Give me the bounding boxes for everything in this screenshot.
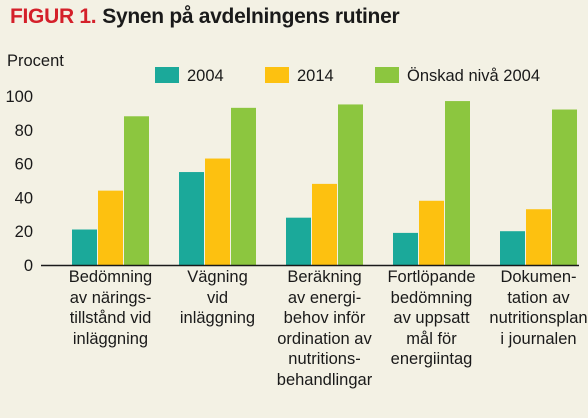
legend-label: 2014	[297, 67, 334, 85]
bar	[72, 229, 97, 265]
legend-label: 2004	[187, 67, 224, 85]
bar	[445, 101, 470, 265]
bar	[124, 116, 149, 265]
bar	[552, 109, 577, 266]
bar	[98, 190, 123, 265]
bar	[312, 183, 337, 265]
category-label: Dokumen- tation av nutritionsplan i jour…	[489, 268, 588, 348]
bar	[205, 158, 230, 265]
y-tick-label: 40	[15, 189, 33, 207]
chart-title: FIGUR 1. Synen på avdelningens rutiner	[10, 5, 400, 29]
legend-swatch	[265, 67, 289, 83]
legend-swatch	[155, 67, 179, 83]
y-tick-label: 0	[24, 257, 33, 275]
bar	[419, 200, 444, 265]
bar	[231, 107, 256, 265]
figure-label: FIGUR 1.	[10, 5, 97, 28]
y-axis-title: Procent	[7, 52, 64, 70]
figure-title: Synen på avdelningens rutiner	[102, 5, 400, 28]
bar	[338, 104, 363, 265]
bar	[500, 231, 525, 265]
legend-swatch	[375, 67, 399, 83]
category-label: Bedömning av närings- tillstånd vid inlä…	[68, 268, 153, 348]
category-label: Fortlöpande bedömning av uppsatt mål för…	[387, 268, 476, 368]
bar	[286, 217, 311, 265]
y-tick-label: 60	[15, 156, 33, 174]
y-tick-label: 20	[15, 223, 33, 241]
bar	[526, 209, 551, 265]
category-label: Vägning vid inläggning	[179, 268, 256, 327]
category-label: Beräkning av energi- behov inför ordinat…	[276, 268, 373, 389]
y-tick-label: 100	[5, 88, 33, 106]
y-tick-label: 80	[15, 122, 33, 140]
bar	[179, 172, 204, 265]
bar	[393, 232, 418, 265]
legend-label: Önskad nivå 2004	[407, 67, 540, 85]
